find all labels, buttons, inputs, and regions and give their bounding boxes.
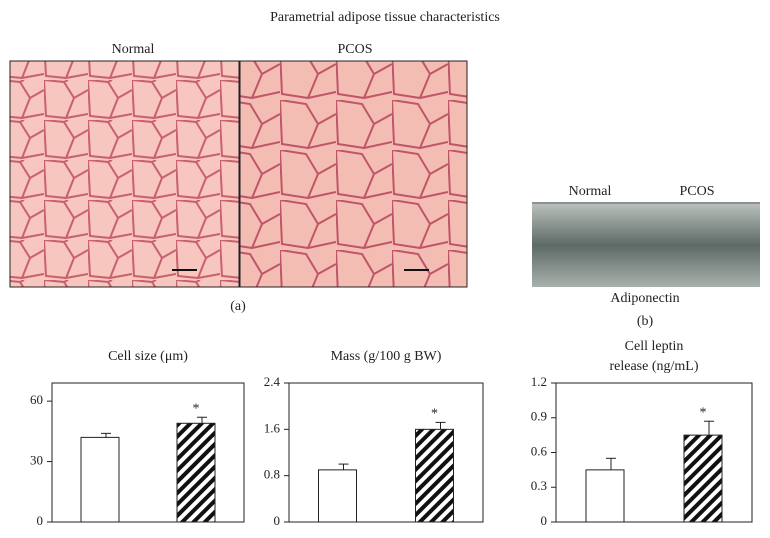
bar [683, 434, 723, 523]
lane-label: PCOS [679, 184, 714, 199]
histology-image [9, 60, 240, 288]
significance-mark: * [431, 407, 438, 422]
image-label: Normal [112, 42, 155, 57]
panel-caption: (a) [230, 299, 246, 314]
bar [80, 436, 120, 523]
significance-mark: * [193, 401, 200, 416]
y-tick-label: 2.4 [264, 374, 281, 389]
y-tick-label: 30 [30, 453, 43, 468]
y-tick-label: 0.8 [264, 467, 280, 482]
bar [176, 422, 216, 523]
plot-frame [51, 382, 245, 523]
y-tick-label: 0 [274, 513, 281, 528]
image-label: PCOS [337, 42, 372, 57]
y-tick-label: 0 [37, 513, 44, 528]
chart-title: Cell size (μm) [108, 349, 188, 364]
y-tick-label: 0 [541, 513, 548, 528]
bar [585, 469, 625, 523]
panel-caption: (b) [637, 314, 654, 329]
lane-label: Normal [569, 184, 612, 199]
y-tick-label: 1.6 [264, 420, 281, 435]
y-tick-label: 0.9 [531, 409, 547, 424]
figure-title: Parametrial adipose tissue characteristi… [270, 10, 500, 25]
y-tick-label: 1.2 [531, 374, 547, 389]
histology-image [239, 60, 468, 288]
y-tick-label: 0.3 [531, 478, 547, 493]
bar [415, 428, 454, 523]
blot-label: Adiponectin [610, 291, 679, 306]
chart-title: Cell leptin [625, 339, 684, 354]
plot-frame [555, 382, 753, 523]
bar [318, 469, 357, 523]
western-blot [532, 204, 760, 287]
y-tick-label: 60 [30, 392, 43, 407]
plot-frame [288, 382, 484, 523]
chart-title: Mass (g/100 g BW) [331, 349, 442, 364]
chart-title: release (ng/mL) [609, 359, 698, 374]
y-tick-label: 0.6 [531, 443, 548, 458]
significance-mark: * [700, 405, 707, 420]
